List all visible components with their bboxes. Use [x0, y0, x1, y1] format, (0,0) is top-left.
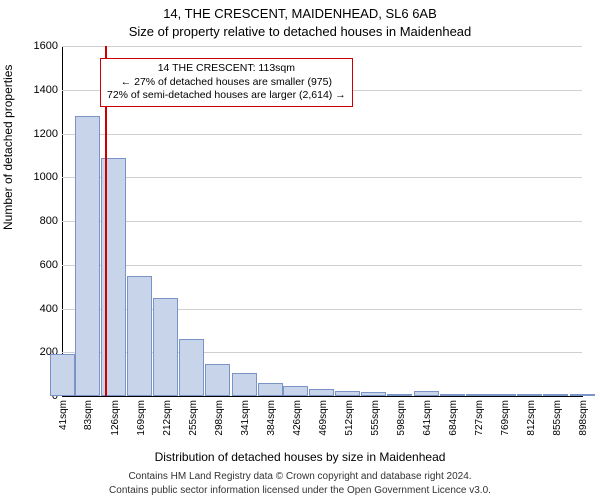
histogram-bar — [570, 394, 595, 396]
histogram-bar — [466, 394, 491, 396]
histogram-bar — [491, 394, 516, 396]
histogram-bar — [258, 383, 283, 396]
histogram-bar — [153, 298, 178, 396]
x-tick-label: 255sqm — [188, 400, 199, 436]
x-tick-label: 598sqm — [396, 400, 407, 436]
x-tick-label: 855sqm — [552, 400, 563, 436]
x-tick-label: 812sqm — [526, 400, 537, 436]
histogram-bar — [309, 389, 334, 396]
histogram-bar — [232, 373, 257, 396]
chart-title-sub: Size of property relative to detached ho… — [0, 24, 600, 39]
grid-line — [62, 221, 582, 222]
y-tick-label: 400 — [40, 303, 62, 315]
x-tick-label: 41sqm — [58, 400, 69, 430]
x-tick-label: 83sqm — [83, 400, 94, 430]
x-tick-label: 512sqm — [344, 400, 355, 436]
y-tick-label: 1200 — [34, 128, 62, 140]
grid-line — [62, 265, 582, 266]
x-tick-label: 555sqm — [370, 400, 381, 436]
grid-line — [62, 134, 582, 135]
y-tick-label: 600 — [40, 259, 62, 271]
histogram-chart: 14, THE CRESCENT, MAIDENHEAD, SL6 6AB Si… — [0, 0, 600, 500]
x-tick-label: 684sqm — [448, 400, 459, 436]
histogram-bar — [335, 391, 360, 396]
histogram-bar — [205, 364, 230, 396]
annotation-line: 72% of semi-detached houses are larger (… — [107, 89, 346, 103]
x-tick-label: 126sqm — [110, 400, 121, 436]
y-tick-label: 1000 — [34, 171, 62, 183]
histogram-bar — [283, 386, 308, 396]
x-tick-label: 384sqm — [266, 400, 277, 436]
histogram-bar — [440, 394, 465, 396]
grid-line — [62, 177, 582, 178]
histogram-bar — [179, 339, 204, 396]
chart-title-main: 14, THE CRESCENT, MAIDENHEAD, SL6 6AB — [0, 6, 600, 21]
x-tick-label: 469sqm — [318, 400, 329, 436]
x-tick-label: 169sqm — [136, 400, 147, 436]
x-tick-label: 298sqm — [214, 400, 225, 436]
x-tick-label: 898sqm — [578, 400, 589, 436]
x-axis-label: Distribution of detached houses by size … — [0, 450, 600, 464]
histogram-bar — [75, 116, 100, 396]
y-tick-label: 1600 — [34, 40, 62, 52]
x-tick-label: 641sqm — [422, 400, 433, 436]
grid-line — [62, 46, 582, 47]
footer-line-2: Contains public sector information licen… — [0, 485, 600, 496]
histogram-bar — [361, 392, 386, 396]
footer-line-1: Contains HM Land Registry data © Crown c… — [0, 471, 600, 482]
annotation-line: ← 27% of detached houses are smaller (97… — [107, 76, 346, 90]
x-tick-label: 341sqm — [240, 400, 251, 436]
x-tick-label: 727sqm — [474, 400, 485, 436]
y-tick-label: 1400 — [34, 84, 62, 96]
histogram-bar — [50, 354, 75, 396]
x-tick-label: 769sqm — [500, 400, 511, 436]
x-tick-label: 212sqm — [162, 400, 173, 436]
histogram-bar — [543, 394, 568, 396]
x-tick-label: 426sqm — [292, 400, 303, 436]
histogram-bar — [414, 391, 439, 396]
histogram-bar — [127, 276, 152, 396]
annotation-box: 14 THE CRESCENT: 113sqm← 27% of detached… — [100, 58, 353, 107]
histogram-bar — [387, 394, 412, 396]
y-axis-label: Number of detached properties — [1, 65, 15, 230]
y-tick-label: 800 — [40, 215, 62, 227]
plot-area: 0200400600800100012001400160041sqm83sqm1… — [62, 46, 582, 396]
annotation-line: 14 THE CRESCENT: 113sqm — [107, 62, 346, 76]
histogram-bar — [517, 394, 542, 396]
